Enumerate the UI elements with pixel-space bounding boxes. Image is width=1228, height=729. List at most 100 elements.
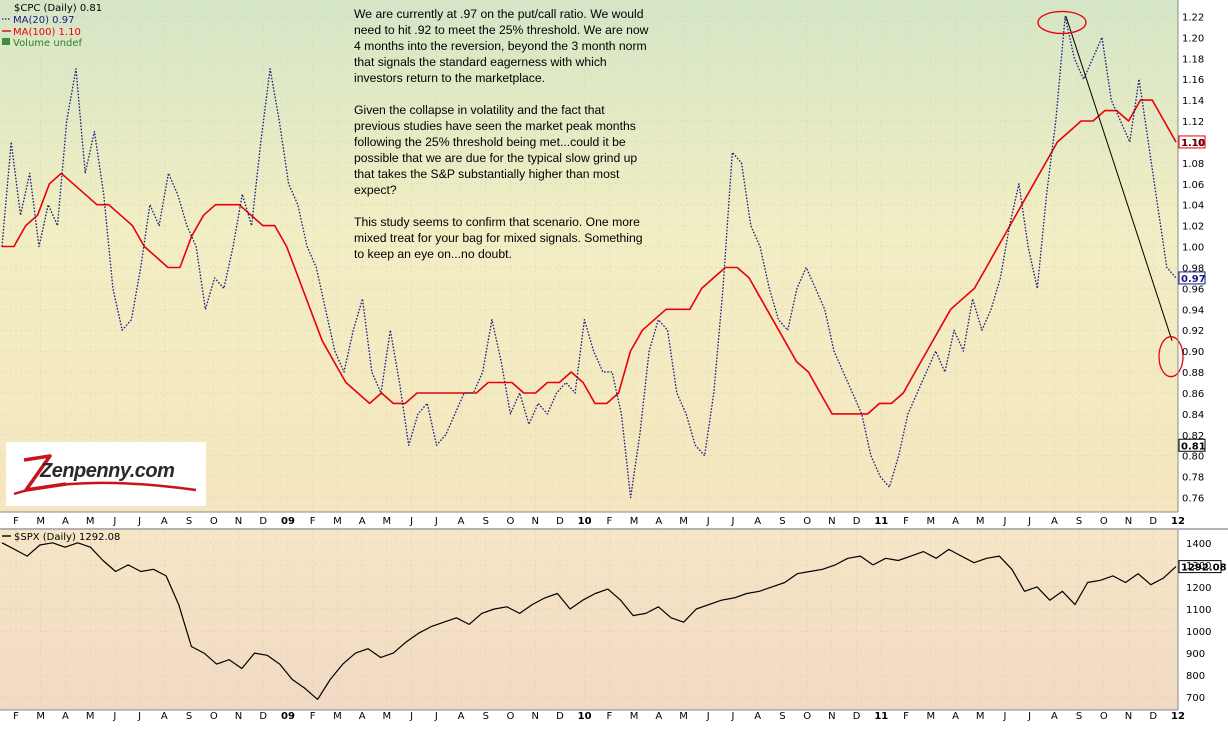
cpc-xtick-label: F xyxy=(903,516,909,527)
spx-panel-bg xyxy=(0,530,1178,710)
spx-xtick-label: D xyxy=(556,711,564,722)
cpc-xtick-label: F xyxy=(13,516,19,527)
cpc-xtick-label: M xyxy=(86,516,95,527)
cpc-legend: $CPC (Daily) 0.81 MA(20) 0.97 MA(100) 1.… xyxy=(2,3,102,49)
annotation-p1: We are currently at .97 on the put/call … xyxy=(354,7,649,85)
cpc-last-value-box xyxy=(1178,438,1206,452)
cpc-xtick-label: J xyxy=(706,516,710,527)
cpc-xtick-label: S xyxy=(1076,516,1082,527)
spx-ytick-label: 1200 xyxy=(1186,583,1211,594)
spx-xtick-label: D xyxy=(853,711,861,722)
cpc-title: $CPC (Daily) 0.81 xyxy=(14,3,102,14)
spx-xtick-label: N xyxy=(235,711,242,722)
spx-xtick-label: F xyxy=(310,711,316,722)
spx-xtick-label: O xyxy=(210,711,218,722)
cpc-ytick-label: 0.76 xyxy=(1182,494,1204,505)
annotation-p2: Given the collapse in volatility and the… xyxy=(354,103,638,197)
cpc-xtick-label: D xyxy=(259,516,267,527)
spx-xtick-label: M xyxy=(976,711,985,722)
cpc-ytick-label: 0.78 xyxy=(1182,473,1204,484)
spx-xtick-label: D xyxy=(259,711,267,722)
spx-ytick-label: 1000 xyxy=(1186,627,1211,638)
cpc-xtick-label: M xyxy=(630,516,639,527)
spx-xtick-label: N xyxy=(531,711,538,722)
spx-ytick-label: 1400 xyxy=(1186,539,1211,550)
ma20-last-value: 0.97 xyxy=(1181,274,1206,285)
cpc-xtick-label: S xyxy=(186,516,192,527)
zenpenny-logo: Zenpenny.com xyxy=(6,442,206,506)
cpc-xtick-label: F xyxy=(310,516,316,527)
spx-xtick-label: M xyxy=(333,711,342,722)
cpc-ytick-label: 0.98 xyxy=(1182,263,1204,274)
spx-xtick-label: J xyxy=(137,711,141,722)
spx-xtick-label: F xyxy=(13,711,19,722)
spx-xtick-label: 11 xyxy=(874,711,888,722)
cpc-ytick-label: 1.16 xyxy=(1182,75,1204,86)
cpc-xtick-label: M xyxy=(976,516,985,527)
cpc-ytick-label: 1.12 xyxy=(1182,117,1204,128)
spx-xtick-label: O xyxy=(1100,711,1108,722)
cpc-xtick-label: O xyxy=(507,516,515,527)
spx-xtick-label: 10 xyxy=(578,711,592,722)
spx-xtick-label: J xyxy=(409,711,413,722)
spx-xtick-label: J xyxy=(706,711,710,722)
cpc-xtick-label: O xyxy=(803,516,811,527)
spx-xtick-label: J xyxy=(731,711,735,722)
cpc-last-value: 0.81 xyxy=(1181,441,1206,452)
annotation-text: We are currently at .97 on the put/call … xyxy=(354,6,654,278)
cpc-xtick-label: J xyxy=(1002,516,1006,527)
cpc-ytick-label: 0.92 xyxy=(1182,326,1204,337)
spx-xtick-label: M xyxy=(86,711,95,722)
spx-xtick-label: S xyxy=(483,711,489,722)
spx-xtick-label: F xyxy=(606,711,612,722)
spx-xtick-label: 12 xyxy=(1171,711,1185,722)
spx-xtick-label: J xyxy=(112,711,116,722)
spx-xtick-label: A xyxy=(458,711,465,722)
cpc-xtick-label: A xyxy=(1051,516,1058,527)
cpc-xtick-label: J xyxy=(731,516,735,527)
cpc-ytick-label: 1.14 xyxy=(1182,96,1204,107)
logo-swoosh-icon xyxy=(13,454,197,496)
spx-legend: $SPX (Daily) 1292.08 xyxy=(2,532,120,543)
cpc-xtick-label: 12 xyxy=(1171,516,1185,527)
spx-xtick-label: J xyxy=(1027,711,1031,722)
spx-xtick-label: S xyxy=(779,711,785,722)
cpc-panel-bg xyxy=(0,0,1178,512)
annotation-p3: This study seems to confirm that scenari… xyxy=(354,215,643,261)
cpc-xtick-label: 09 xyxy=(281,516,295,527)
spx-xtick-label: A xyxy=(952,711,959,722)
spx-xtick-label: O xyxy=(803,711,811,722)
cpc-ytick-label: 1.22 xyxy=(1182,12,1204,23)
cpc-xtick-label: S xyxy=(483,516,489,527)
cpc-ytick-label: 0.88 xyxy=(1182,368,1204,379)
spx-ytick-label: 700 xyxy=(1186,693,1205,704)
cpc-xtick-label: A xyxy=(655,516,662,527)
spx-xtick-label: J xyxy=(434,711,438,722)
cpc-ytick-label: 1.00 xyxy=(1182,243,1204,254)
cpc-ytick-label: 1.18 xyxy=(1182,54,1204,65)
cpc-xtick-label: A xyxy=(458,516,465,527)
cpc-ytick-label: 0.80 xyxy=(1182,452,1204,463)
spx-ytick-label: 900 xyxy=(1186,649,1205,660)
spx-xtick-label: M xyxy=(630,711,639,722)
spx-xtick-label: 09 xyxy=(281,711,295,722)
cpc-xtick-label: J xyxy=(434,516,438,527)
cpc-xtick-label: D xyxy=(853,516,861,527)
spx-last-value-box xyxy=(1178,560,1222,574)
cpc-xtick-label: D xyxy=(1149,516,1157,527)
spx-xtick-label: A xyxy=(655,711,662,722)
cpc-xtick-label: A xyxy=(161,516,168,527)
cpc-xtick-label: A xyxy=(359,516,366,527)
cpc-ytick-label: 1.20 xyxy=(1182,33,1204,44)
cpc-ytick-label: 0.86 xyxy=(1182,389,1204,400)
cpc-xtick-label: N xyxy=(1125,516,1132,527)
cpc-xtick-label: J xyxy=(1027,516,1031,527)
cpc-xtick-label: S xyxy=(779,516,785,527)
ma100-last-value-box xyxy=(1178,135,1206,149)
spx-xtick-label: D xyxy=(1149,711,1157,722)
spx-ytick-label: 1300 xyxy=(1186,561,1211,572)
cpc-xtick-label: N xyxy=(235,516,242,527)
logo-text: Zenpenny.com xyxy=(40,460,175,482)
